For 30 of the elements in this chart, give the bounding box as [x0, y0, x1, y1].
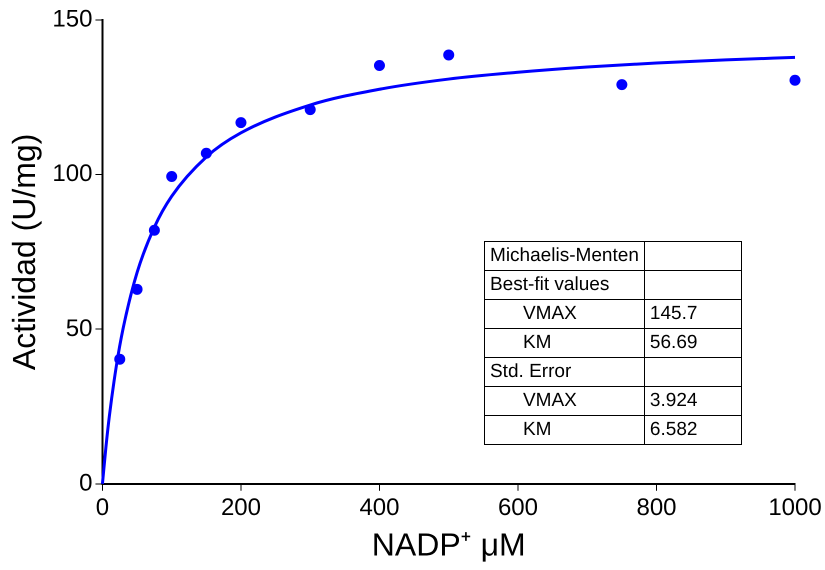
x-tick-label: 0	[96, 494, 110, 521]
point	[790, 74, 800, 86]
x-tick-label: 200	[220, 494, 261, 521]
point	[235, 117, 246, 128]
y-axis-title: Actividad (U/mg)	[6, 134, 42, 370]
x-axis-title: NADP⁺ μM	[372, 526, 526, 563]
text: KM 6.582	[523, 419, 698, 440]
y-tick-label: 0	[79, 469, 92, 496]
point	[616, 79, 628, 90]
x-tick-label: 400	[359, 494, 400, 521]
annotation: Std. Error	[484, 358, 644, 386]
text: KM 56.69	[523, 332, 698, 353]
y-tick-label: 50	[66, 314, 92, 342]
x-tick-label: 1000	[768, 494, 822, 521]
point	[304, 104, 316, 116]
point	[132, 284, 143, 295]
annotation: Best-fit values	[484, 270, 644, 300]
x-tick-label: 800	[636, 494, 677, 521]
text: VMAX 3.924	[523, 390, 698, 411]
x-tick-label: 600	[498, 494, 538, 521]
point	[148, 224, 160, 236]
point	[114, 354, 126, 365]
point	[200, 148, 212, 159]
y-tick-label: 100	[52, 160, 92, 188]
y-tick-label: 150	[52, 6, 92, 33]
point	[166, 170, 178, 182]
text: VMAX 145.7	[523, 303, 698, 324]
annotation: Michaelis-Menten	[484, 242, 644, 270]
point	[443, 49, 454, 60]
point	[374, 60, 385, 71]
